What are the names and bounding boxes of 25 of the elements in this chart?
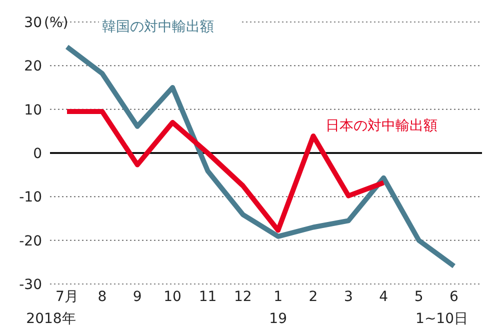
x-tick-label: 3 bbox=[344, 289, 353, 305]
text: 韓国の対中輸出額 bbox=[102, 18, 214, 35]
x-tick-label: 11 bbox=[198, 289, 217, 305]
y-axis-title: (%) bbox=[44, 15, 68, 31]
y-tick-label: 30 bbox=[24, 15, 42, 31]
y-tick-label: 10 bbox=[24, 102, 42, 118]
y-tick-label: -20 bbox=[19, 233, 42, 250]
text: 2018年 bbox=[26, 311, 76, 327]
y-tick-label: -10 bbox=[19, 190, 42, 206]
text: 19 bbox=[269, 311, 288, 327]
x-tick-label: 7月 bbox=[56, 289, 78, 305]
x-tick-label: 6 bbox=[450, 289, 459, 305]
x-tick-label: 12 bbox=[234, 289, 252, 305]
x-tick-label: 5 bbox=[414, 289, 424, 305]
x-tick-label: 8 bbox=[98, 289, 107, 305]
series-label: 日本の対中輸出額 bbox=[325, 118, 438, 134]
x-tick-label: 4 bbox=[379, 289, 388, 305]
y-tick-label: -30 bbox=[19, 277, 42, 293]
x-tick-label: 1 bbox=[274, 289, 283, 305]
x-tick-label: 9 bbox=[132, 289, 142, 305]
x-tick-label: 2 bbox=[308, 289, 318, 305]
y-tick-label: 20 bbox=[24, 58, 42, 75]
y-tick-label: 0 bbox=[33, 146, 42, 162]
text: 1~10日 bbox=[416, 311, 468, 327]
x-tick-label: 10 bbox=[164, 289, 182, 305]
